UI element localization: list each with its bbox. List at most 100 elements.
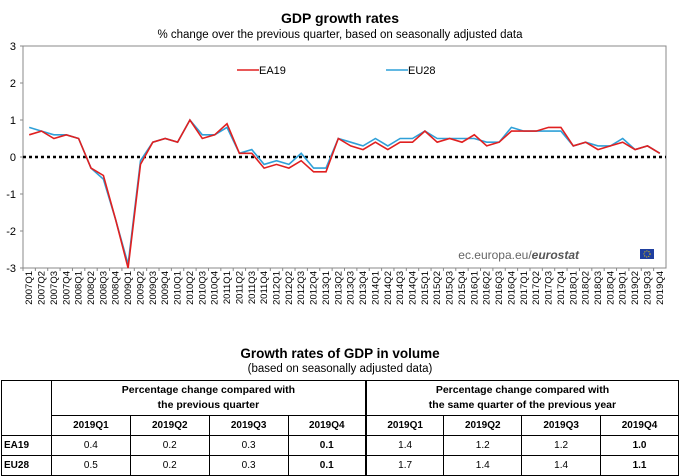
x-tick-label: 2019Q1 bbox=[618, 271, 629, 305]
x-tick-label: 2011Q1 bbox=[222, 271, 233, 304]
y-tick-label: 3 bbox=[10, 41, 16, 53]
x-tick-label: 2008Q4 bbox=[111, 271, 122, 305]
y-axis: 3 2 1 0 -1 -2 -3 bbox=[6, 41, 23, 275]
x-tick-label: 2008Q3 bbox=[98, 271, 109, 305]
series-line-ea19 bbox=[28, 118, 661, 269]
y-tick-label: -3 bbox=[6, 263, 16, 275]
table-cell: 1.0 bbox=[600, 435, 679, 456]
legend: EA19 EU28 bbox=[237, 65, 436, 77]
x-tick-label: 2017Q1 bbox=[519, 271, 530, 305]
quarter-header: 2019Q1 bbox=[364, 415, 445, 436]
x-tick-label: 2013Q3 bbox=[346, 271, 357, 305]
x-tick-label: 2016Q4 bbox=[506, 271, 517, 305]
header-qoq: Percentage change compared with the prev… bbox=[50, 380, 367, 416]
x-tick-label: 2008Q1 bbox=[74, 271, 85, 305]
x-axis: 2007Q1 2007Q2 2007Q3 2007Q4 2008Q1 2008Q2 2008… bbox=[22, 268, 666, 305]
x-tick-label: 2011Q2 bbox=[234, 271, 245, 304]
x-tick-label: 2013Q1 bbox=[321, 271, 332, 305]
x-tick-label: 2012Q1 bbox=[271, 271, 282, 305]
y-tick-label: -2 bbox=[6, 226, 16, 238]
gdp-growth-chart: GDP growth rates % change over the previ… bbox=[6, 10, 667, 305]
quarter-header: 2019Q2 bbox=[129, 415, 210, 436]
x-tick-label: 2019Q3 bbox=[642, 271, 653, 305]
x-tick-label: 2009Q3 bbox=[148, 271, 159, 305]
chart-subtitle: % change over the previous quarter, base… bbox=[157, 29, 523, 41]
table-cell: 1.2 bbox=[443, 435, 523, 456]
x-tick-label: 2017Q3 bbox=[544, 271, 555, 305]
legend-label: EA19 bbox=[259, 65, 286, 77]
row-label: EA19 bbox=[1, 435, 52, 456]
gdp-table: Percentage change compared with the prev… bbox=[1, 380, 679, 476]
x-tick-label: 2017Q4 bbox=[556, 271, 567, 305]
svg-text:ec.europa.eu/eurostat: ec.europa.eu/eurostat bbox=[458, 248, 580, 262]
x-tick-label: 2016Q3 bbox=[494, 271, 505, 305]
eu-flag-icon bbox=[640, 249, 654, 259]
x-tick-label: 2012Q3 bbox=[296, 271, 307, 305]
header-yoy: Percentage change compared with the same… bbox=[364, 380, 679, 416]
x-tick-label: 2015Q3 bbox=[445, 271, 456, 305]
table-cell: 1.2 bbox=[521, 435, 602, 456]
x-tick-label: 2015Q2 bbox=[432, 271, 443, 305]
x-tick-label: 2016Q2 bbox=[482, 271, 493, 305]
x-tick-label: 2015Q1 bbox=[420, 271, 431, 305]
table-cell: 1.4 bbox=[364, 435, 445, 456]
x-tick-label: 2010Q1 bbox=[173, 271, 184, 305]
x-tick-label: 2014Q1 bbox=[370, 271, 381, 305]
quarter-header: 2019Q3 bbox=[521, 415, 602, 436]
legend-label: EU28 bbox=[408, 65, 436, 77]
x-tick-label: 2009Q1 bbox=[123, 271, 134, 305]
x-tick-label: 2015Q4 bbox=[457, 271, 468, 305]
x-tick-label: 2018Q1 bbox=[568, 271, 579, 305]
header-qoq-line1: Percentage change compared with bbox=[121, 384, 296, 396]
x-tick-label: 2013Q4 bbox=[358, 271, 369, 305]
x-tick-label: 2009Q2 bbox=[135, 271, 146, 305]
x-tick-label: 2011Q3 bbox=[247, 271, 258, 304]
header-yoy-line1: Percentage change compared with bbox=[435, 384, 610, 396]
x-tick-label: 2007Q1 bbox=[24, 271, 35, 305]
table-cell: 0.2 bbox=[129, 435, 210, 456]
quarter-header: 2019Q1 bbox=[50, 415, 131, 436]
x-tick-label: 2018Q4 bbox=[605, 271, 616, 305]
x-tick-label: 2007Q4 bbox=[61, 271, 72, 305]
x-tick-label: 2010Q4 bbox=[210, 271, 221, 305]
x-tick-label: 2018Q2 bbox=[581, 271, 592, 305]
x-tick-label: 2014Q2 bbox=[383, 271, 394, 305]
table-cell: 0.4 bbox=[50, 435, 131, 456]
header-yoy-line2: the same quarter of the previous year bbox=[428, 399, 617, 411]
table-cell: 0.3 bbox=[208, 435, 289, 456]
watermark-brand: eurostat bbox=[532, 248, 580, 262]
x-tick-label: 2014Q3 bbox=[395, 271, 406, 305]
series-layer bbox=[28, 118, 661, 269]
table-title: Growth rates of GDP in volume bbox=[240, 346, 440, 361]
x-tick-label: 2007Q3 bbox=[49, 271, 60, 305]
x-tick-label: 2017Q2 bbox=[531, 271, 542, 305]
eurostat-watermark: ec.europa.eu/eurostat bbox=[458, 248, 654, 262]
table-row: EU28 0.5 0.2 0.3 0.1 1.7 1.4 1.4 1.1 bbox=[1, 455, 679, 476]
header-qoq-line2: the previous quarter bbox=[157, 399, 260, 411]
quarter-header: 2019Q2 bbox=[443, 415, 523, 436]
x-tick-label: 2012Q4 bbox=[309, 271, 320, 305]
x-tick-label: 2012Q2 bbox=[284, 271, 295, 305]
y-tick-label: 1 bbox=[10, 115, 16, 127]
quarter-header: 2019Q3 bbox=[208, 415, 289, 436]
x-tick-label: 2014Q4 bbox=[408, 271, 419, 305]
x-tick-label: 2010Q3 bbox=[197, 271, 208, 305]
table-row: EA19 0.4 0.2 0.3 0.1 1.4 1.2 1.2 1.0 bbox=[1, 435, 679, 456]
y-tick-label: 2 bbox=[10, 78, 16, 90]
quarter-header: 2019Q4 bbox=[287, 415, 367, 436]
x-tick-label: 2013Q2 bbox=[333, 271, 344, 305]
x-tick-label: 2016Q1 bbox=[469, 271, 480, 305]
table-subtitle: (based on seasonally adjusted data) bbox=[247, 363, 433, 375]
x-tick-label: 2019Q4 bbox=[655, 271, 666, 305]
x-tick-label: 2010Q2 bbox=[185, 271, 196, 305]
x-tick-label: 2009Q4 bbox=[160, 271, 171, 305]
x-tick-label: 2008Q2 bbox=[86, 271, 97, 305]
table-cell: 0.1 bbox=[287, 435, 367, 456]
watermark-domain: ec.europa.eu/ bbox=[458, 248, 532, 262]
quarter-header: 2019Q4 bbox=[600, 415, 679, 436]
x-tick-label: 2018Q3 bbox=[593, 271, 604, 305]
y-tick-label: -1 bbox=[6, 189, 16, 201]
y-tick-label: 0 bbox=[10, 152, 16, 164]
x-tick-label: 2019Q2 bbox=[630, 271, 641, 305]
x-tick-label: 2007Q2 bbox=[37, 271, 48, 305]
